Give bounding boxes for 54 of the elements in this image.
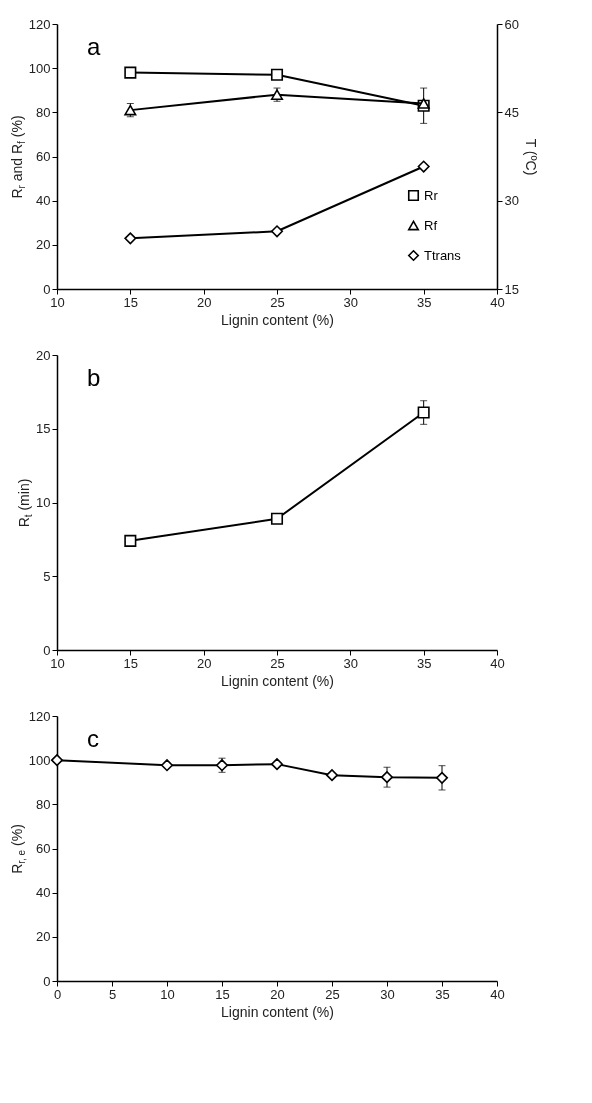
x-axis-title: Lignin content (%) bbox=[221, 1003, 334, 1020]
y2-tick-label: 60 bbox=[504, 16, 519, 32]
x-tick-label: 20 bbox=[196, 294, 212, 310]
y2-tick-label: 30 bbox=[504, 193, 519, 209]
x-tick-label: 15 bbox=[123, 655, 139, 671]
y2-axis-title: T (ºC) bbox=[522, 138, 539, 176]
x-tick-label: 20 bbox=[196, 655, 212, 671]
annotation: a bbox=[87, 33, 101, 60]
y-tick-label: 5 bbox=[43, 568, 51, 584]
y2-tick-label: 45 bbox=[504, 104, 519, 120]
x-tick-label: 40 bbox=[490, 655, 505, 671]
x-tick-label: 25 bbox=[270, 294, 285, 310]
x-tick-label: 20 bbox=[270, 986, 285, 1002]
y-tick-label: 20 bbox=[36, 237, 51, 253]
legend-label: Ttrans bbox=[424, 247, 462, 263]
y-tick-label: 80 bbox=[36, 796, 51, 812]
y-tick-label: 60 bbox=[36, 149, 51, 164]
y-tick-label: 120 bbox=[28, 708, 51, 724]
annotation: c bbox=[87, 725, 99, 752]
legend-label: Rf bbox=[424, 217, 438, 233]
x-tick-label: 5 bbox=[108, 986, 117, 1002]
x-tick-label: 40 bbox=[490, 294, 505, 310]
y-tick-label: 0 bbox=[43, 281, 51, 297]
y-tick-label: 60 bbox=[36, 841, 51, 856]
x-tick-label: 15 bbox=[123, 294, 139, 310]
legend-label: Rr bbox=[424, 187, 439, 203]
x-tick-label: 15 bbox=[215, 986, 230, 1002]
x-tick-label: 40 bbox=[490, 986, 505, 1002]
y-tick-label: 100 bbox=[28, 60, 51, 76]
y-tick-label: 0 bbox=[43, 973, 51, 989]
x-tick-label: 30 bbox=[343, 294, 359, 310]
x-tick-label: 35 bbox=[416, 655, 432, 671]
x-tick-label: 35 bbox=[416, 294, 432, 310]
annotation: b bbox=[87, 364, 101, 391]
x-tick-label: 0 bbox=[53, 986, 62, 1002]
y-tick-label: 0 bbox=[43, 642, 51, 658]
y-tick-label: 40 bbox=[36, 885, 51, 901]
y-tick-label: 80 bbox=[36, 104, 51, 120]
x-tick-label: 30 bbox=[343, 655, 359, 671]
x-tick-label: 25 bbox=[325, 986, 340, 1002]
y-tick-label: 15 bbox=[36, 421, 51, 437]
x-tick-label: 10 bbox=[160, 986, 175, 1002]
x-tick-label: 25 bbox=[270, 655, 285, 671]
x-tick-label: 30 bbox=[380, 986, 395, 1002]
x-tick-label: 35 bbox=[435, 986, 450, 1002]
y-tick-label: 20 bbox=[36, 929, 51, 945]
y-tick-label: 20 bbox=[36, 347, 51, 363]
y-tick-label: 120 bbox=[28, 16, 51, 32]
y2-tick-label: 15 bbox=[504, 281, 519, 297]
y-tick-label: 10 bbox=[36, 495, 51, 510]
y-tick-label: 100 bbox=[28, 752, 51, 768]
y-tick-label: 40 bbox=[36, 193, 51, 209]
x-axis-title: Lignin content (%) bbox=[221, 311, 334, 328]
x-axis-title: Lignin content (%) bbox=[221, 672, 334, 689]
